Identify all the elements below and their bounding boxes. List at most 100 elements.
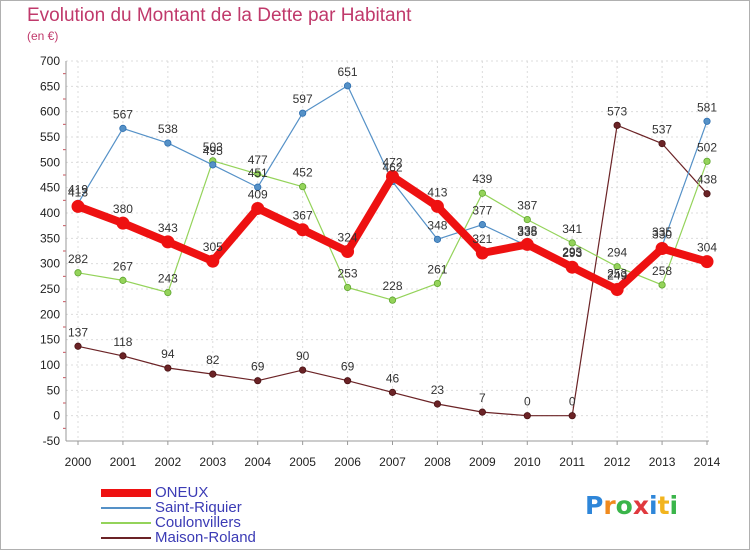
data-label: 538 [158, 122, 178, 136]
data-point [703, 190, 711, 198]
x-tick-label: 2000 [65, 455, 92, 469]
data-point [116, 216, 130, 230]
logo-letter: P [585, 491, 604, 520]
plot-area [66, 61, 709, 441]
data-point [433, 400, 442, 408]
data-point [164, 364, 172, 372]
x-tick-label: 2004 [244, 455, 271, 469]
data-label: 573 [607, 104, 627, 118]
data-point [388, 388, 397, 396]
data-label: 503 [203, 140, 223, 154]
legend-label: ONEUX [155, 484, 209, 501]
data-point [475, 246, 489, 260]
y-tick-label: 550 [40, 130, 60, 144]
data-point [433, 235, 442, 243]
logo-letter: i [669, 491, 679, 520]
data-label: 651 [338, 65, 358, 79]
data-point [209, 161, 217, 169]
data-label: 137 [68, 325, 88, 339]
x-tick-label: 2010 [514, 455, 541, 469]
y-tick-label: 100 [40, 358, 60, 372]
data-point [161, 235, 175, 249]
data-label: 69 [251, 360, 265, 374]
chart-unit-label: (en €) [27, 29, 59, 43]
x-tick-label: 2013 [649, 455, 676, 469]
y-tick-label: 50 [47, 383, 61, 397]
x-tick-label: 2003 [199, 455, 226, 469]
data-label: 477 [248, 153, 268, 167]
data-point [568, 412, 576, 420]
legend-item: Coulonvillers [101, 514, 341, 531]
data-label: 377 [472, 204, 492, 218]
data-label: 23 [431, 383, 445, 397]
data-label: 462 [382, 161, 402, 175]
data-label: 293 [562, 246, 582, 260]
data-point [341, 245, 355, 259]
data-label: 0 [524, 395, 531, 409]
data-point [343, 283, 352, 292]
data-label: 419 [68, 182, 88, 196]
data-point [343, 377, 352, 385]
data-point [119, 124, 127, 132]
x-tick-label: 2008 [424, 455, 451, 469]
x-tick-label: 2007 [379, 455, 406, 469]
legend-item: Saint-Riquier [101, 499, 341, 516]
data-point [299, 183, 307, 191]
data-point [655, 241, 669, 255]
legend-swatch [101, 489, 151, 497]
data-label: 413 [427, 185, 447, 199]
y-tick-label: -50 [43, 434, 61, 448]
data-label: 341 [562, 222, 582, 236]
legend-swatch [101, 507, 151, 509]
data-label: 330 [652, 227, 672, 241]
legend-item: Maison-Roland [101, 529, 341, 546]
x-tick-label: 2014 [694, 455, 721, 469]
data-point [658, 139, 666, 148]
logo-letter: r [603, 491, 616, 520]
logo-letter: t [657, 491, 670, 520]
data-label: 324 [338, 231, 358, 245]
data-label: 295 [562, 245, 582, 259]
data-point [523, 412, 531, 420]
data-label: 597 [293, 92, 313, 106]
x-tick-label: 2009 [469, 455, 496, 469]
proxiti-logo: Proxiti [585, 491, 678, 520]
data-point [523, 215, 531, 224]
data-point [520, 237, 534, 251]
data-label: 69 [341, 360, 355, 374]
y-tick-label: 600 [40, 105, 60, 119]
data-point [299, 366, 307, 374]
y-tick-label: 450 [40, 181, 60, 195]
data-label: 472 [382, 156, 402, 170]
data-point [254, 183, 262, 191]
data-point [164, 139, 172, 147]
data-label: 537 [652, 123, 672, 137]
data-point [343, 82, 352, 90]
data-label: 321 [472, 232, 492, 246]
y-tick-label: 150 [40, 333, 60, 347]
data-label: 258 [652, 264, 672, 278]
chart-title: Evolution du Montant de la Dette par Hab… [27, 5, 412, 26]
data-point [658, 281, 666, 289]
data-label: 367 [293, 209, 313, 223]
data-point [206, 254, 220, 268]
x-tick-label: 2005 [289, 455, 316, 469]
data-label: 451 [248, 166, 268, 180]
legend-label: Coulonvillers [155, 514, 241, 531]
data-label: 567 [113, 107, 133, 121]
data-label: 387 [517, 199, 537, 213]
data-point [251, 201, 265, 215]
legend-label: Saint-Riquier [155, 499, 242, 516]
data-label: 348 [427, 218, 447, 232]
data-label: 304 [697, 241, 717, 255]
data-label: 495 [203, 144, 223, 158]
data-label: 409 [248, 187, 268, 201]
logo-letter: x [632, 491, 649, 520]
data-point [613, 121, 621, 129]
data-point [299, 109, 307, 117]
x-tick-label: 2006 [334, 455, 361, 469]
data-label: 90 [296, 349, 310, 363]
data-point [700, 255, 714, 269]
